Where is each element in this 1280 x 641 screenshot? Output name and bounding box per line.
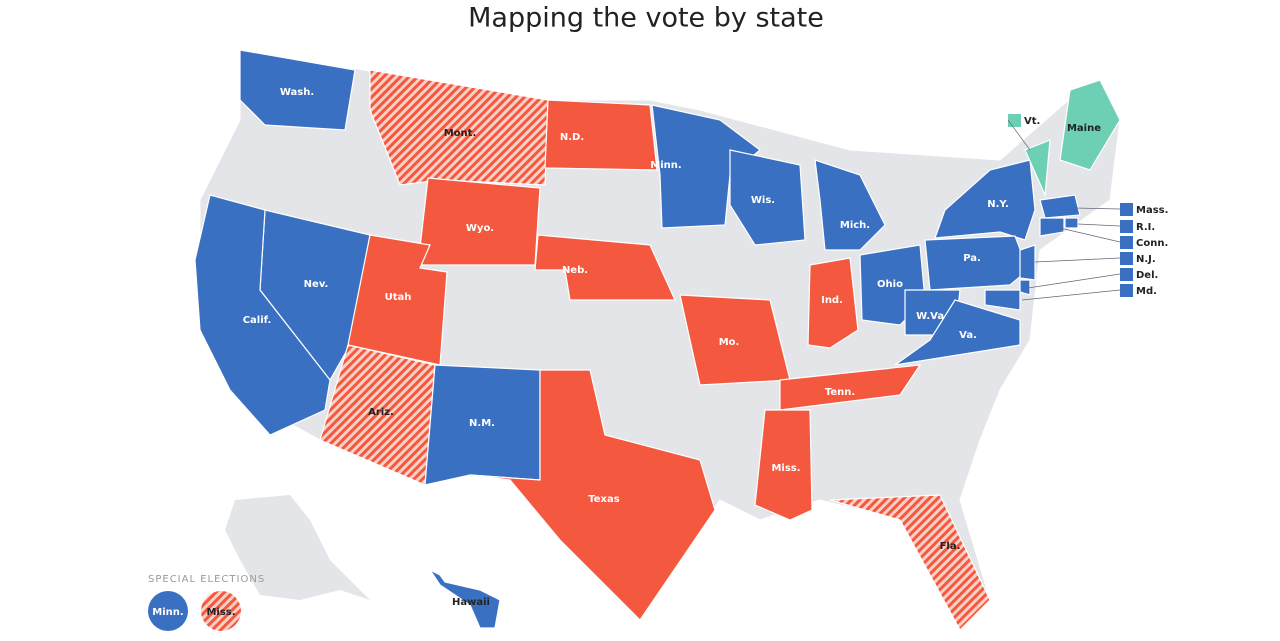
- state-shape: [239, 49, 356, 131]
- state-shape: [829, 494, 991, 631]
- state-shape: [807, 257, 859, 349]
- legend: SPECIAL ELECTIONS Minn. Miss.: [148, 574, 265, 631]
- states: Wash. Mont. N.D. Minn. Wis. Mich. Wyo. Nev. Cali…: [194, 49, 1168, 631]
- state-label: Vt.: [1024, 116, 1040, 127]
- callout-box: [1120, 220, 1133, 233]
- state-shape: [534, 234, 676, 301]
- legend-label: Miss.: [206, 607, 235, 618]
- state-label: N.M.: [469, 418, 495, 429]
- callout-line: [1027, 273, 1121, 289]
- state-label: Md.: [1136, 286, 1157, 297]
- map-title: Mapping the vote by state: [468, 3, 824, 34]
- state-label: Pa.: [963, 253, 981, 264]
- callout-line: [1021, 289, 1121, 301]
- state-label: Mich.: [840, 220, 870, 231]
- legend-swatch: [148, 591, 188, 631]
- state-shape: [934, 159, 1036, 241]
- state-label: N.Y.: [987, 199, 1009, 210]
- state-shape: [544, 99, 658, 171]
- state-label: Wis.: [751, 195, 775, 206]
- legend-swatch: [201, 591, 241, 631]
- alaska: [225, 495, 370, 600]
- state-label: Mont.: [444, 128, 477, 139]
- state-shape: [984, 289, 1021, 311]
- state-shape: [1039, 194, 1081, 219]
- legend-title: SPECIAL ELECTIONS: [148, 574, 265, 585]
- state-shape: [754, 409, 813, 521]
- state-label: W.Va.: [916, 311, 948, 322]
- state-label: Miss.: [771, 463, 800, 474]
- callout-box: [1120, 284, 1133, 297]
- state-label: Wash.: [280, 87, 314, 98]
- state-shape: [1039, 217, 1065, 237]
- state-label: Minn.: [650, 160, 681, 171]
- state-label: Ohio: [877, 279, 903, 290]
- callout-box: [1120, 203, 1133, 216]
- state-label: Neb.: [562, 265, 588, 276]
- state-shape: [729, 149, 806, 246]
- callout-line: [1077, 223, 1121, 227]
- state-label: Del.: [1136, 270, 1158, 281]
- state-shape: [417, 177, 541, 266]
- state-shape: [1024, 139, 1051, 198]
- state-label: R.I.: [1136, 222, 1155, 233]
- state-label: Mass.: [1136, 205, 1168, 216]
- state-shape: [428, 568, 501, 629]
- legend-label: Minn.: [152, 607, 183, 618]
- state-label: Fla.: [940, 541, 961, 552]
- callout-line: [1074, 207, 1121, 210]
- state-label: Utah: [385, 292, 412, 303]
- callout-box: [1008, 114, 1021, 127]
- callout-box: [1120, 236, 1133, 249]
- callout-box: [1120, 268, 1133, 281]
- state-label: Hawaii: [452, 597, 490, 608]
- state-shape: [1059, 79, 1121, 171]
- state-shape: [1019, 279, 1031, 296]
- state-label: Ariz.: [368, 407, 394, 418]
- state-label: Tenn.: [825, 387, 855, 398]
- callout-line: [1034, 257, 1121, 263]
- state-shape: [469, 369, 716, 621]
- state-label: Calif.: [243, 315, 272, 326]
- callout-line: [1007, 119, 1031, 151]
- state-label: Maine: [1067, 123, 1101, 134]
- state-shape: [894, 299, 1021, 366]
- state-shape: [1064, 217, 1079, 229]
- state-label: N.D.: [560, 132, 584, 143]
- state-label: Texas: [588, 494, 619, 505]
- callout-box: [1120, 252, 1133, 265]
- state-label: Nev.: [304, 279, 329, 290]
- callout-line: [1059, 227, 1121, 243]
- state-label: Ind.: [821, 295, 843, 306]
- state-label: Conn.: [1136, 238, 1168, 249]
- state-label: Wyo.: [466, 223, 494, 234]
- state-label: N.J.: [1136, 254, 1156, 265]
- state-shape: [814, 159, 886, 251]
- state-shape: [779, 364, 922, 411]
- state-shape: [194, 194, 331, 436]
- state-shape: [651, 104, 761, 229]
- state-shape: [1019, 244, 1036, 281]
- state-label: Va.: [959, 330, 977, 341]
- state-shape: [924, 235, 1029, 291]
- state-label: Mo.: [719, 337, 740, 348]
